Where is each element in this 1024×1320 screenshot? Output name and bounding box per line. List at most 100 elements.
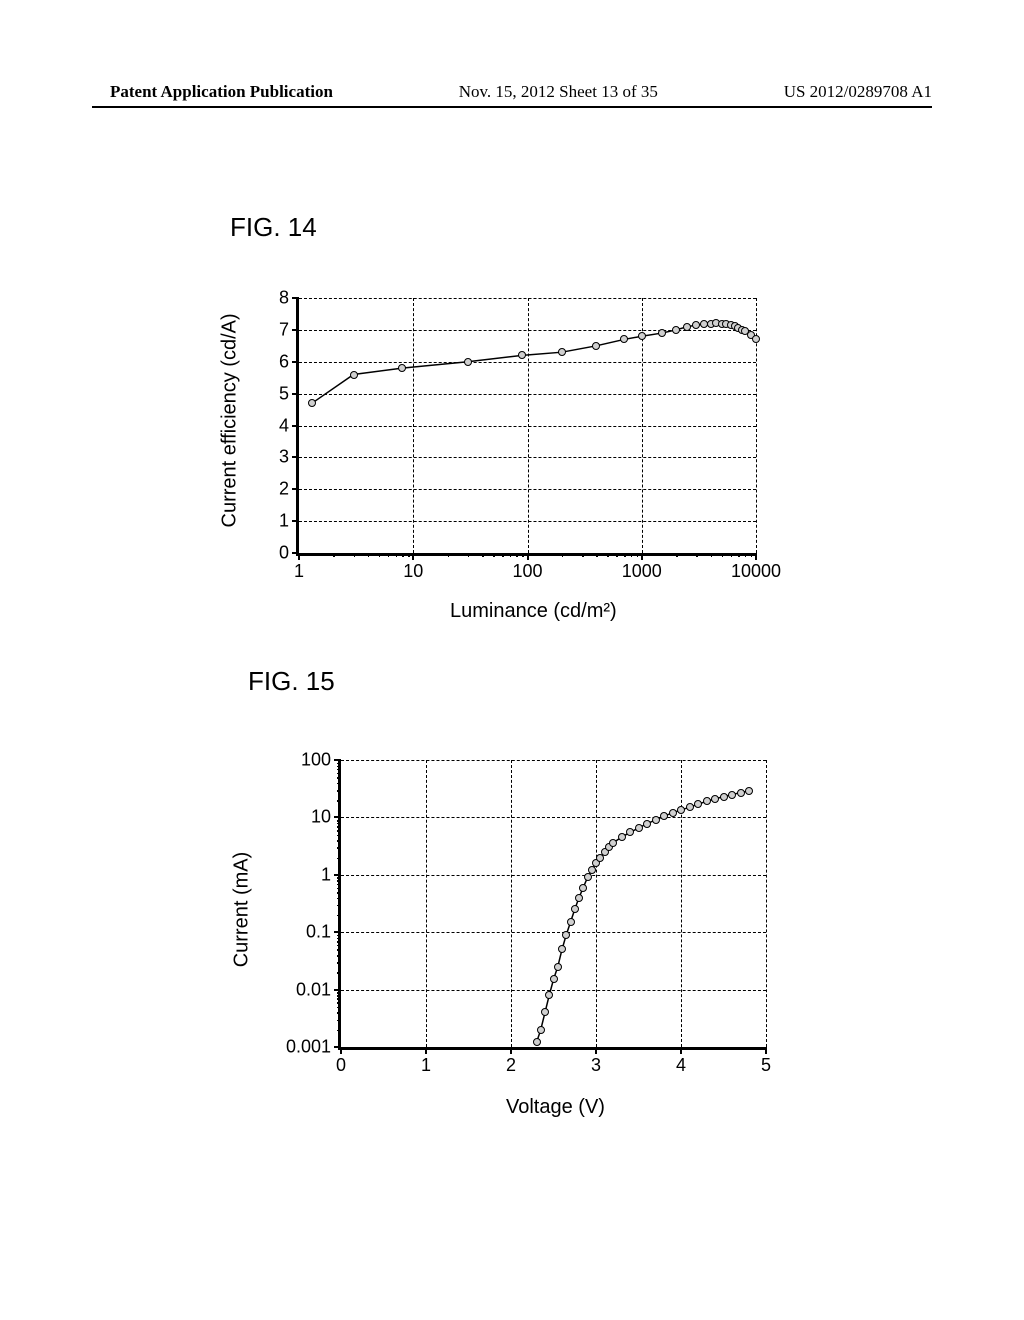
gridline-h [341,875,766,876]
ytick-label: 0 [279,543,289,564]
chart14-xlabel: Luminance (cd/m²) [450,600,617,623]
xtick-mark [527,553,529,560]
data-marker [652,816,660,824]
ytick-label: 4 [279,415,289,436]
ytick-minor [337,1020,341,1022]
data-marker [592,342,600,350]
gridline-h [341,932,766,933]
xtick-mark [641,553,643,560]
data-marker [609,839,617,847]
data-marker [683,323,691,331]
ytick-minor [337,949,341,951]
chart14-plot-area: 012345678110100100010000 [296,298,756,556]
xtick-label: 1 [294,561,304,582]
gridline-v [426,760,427,1047]
data-marker [571,905,579,913]
data-marker [686,803,694,811]
ytick-minor [337,941,341,943]
ytick-mark [334,759,341,761]
chart14-ylabel: Current efficiency (cd/A) [219,328,242,528]
xtick-minor [676,553,678,557]
data-marker [541,1008,549,1016]
xtick-label: 5 [761,1055,771,1076]
xtick-minor [562,553,564,557]
xtick-minor [396,553,398,557]
ytick-minor [337,1002,341,1004]
ytick-minor [337,992,341,994]
data-marker [635,824,643,832]
ytick-minor [337,769,341,771]
xtick-minor [751,553,753,557]
data-marker [579,884,587,892]
figure-14-label: FIG. 14 [230,212,317,243]
xtick-minor [408,553,410,557]
data-marker [638,332,646,340]
ytick-minor [337,1012,341,1014]
gridline-v [766,760,767,1047]
data-marker [554,963,562,971]
xtick-label: 10 [403,561,423,582]
data-marker [752,335,760,343]
ytick-minor [337,777,341,779]
data-marker [658,329,666,337]
xtick-minor [379,553,381,557]
ytick-label: 6 [279,351,289,372]
ytick-minor [337,962,341,964]
ytick-minor [337,880,341,882]
ytick-minor [337,1007,341,1009]
ytick-minor [337,892,341,894]
ytick-minor [337,826,341,828]
ytick-mark [292,488,299,490]
ytick-minor [337,998,341,1000]
ytick-mark [292,393,299,395]
ytick-minor [337,888,341,890]
gridline-v [413,298,414,553]
xtick-label: 0 [336,1055,346,1076]
xtick-minor [596,553,598,557]
gridline-h [341,990,766,991]
xtick-mark [425,1047,427,1054]
data-marker [720,793,728,801]
ytick-mark [292,361,299,363]
data-marker [398,364,406,372]
ytick-minor [337,840,341,842]
ytick-minor [337,915,341,917]
xtick-minor [711,553,713,557]
xtick-minor [493,553,495,557]
xtick-minor [738,553,740,557]
data-marker [694,800,702,808]
data-marker [672,326,680,334]
xtick-mark [412,553,414,560]
ytick-minor [337,945,341,947]
figure-15-chart: Current (mA) 0.0010.010.1110100012345 Vo… [210,750,810,1150]
ytick-label: 8 [279,288,289,309]
ytick-mark [292,456,299,458]
xtick-minor [402,553,404,557]
ytick-label: 5 [279,383,289,404]
xtick-minor [582,553,584,557]
data-marker [558,945,566,953]
ytick-minor [337,847,341,849]
xtick-mark [510,1047,512,1054]
xtick-minor [468,553,470,557]
gridline-h [341,760,766,761]
data-marker [567,918,575,926]
xtick-minor [502,553,504,557]
xtick-minor [510,553,512,557]
chart15-plot-area: 0.0010.010.1110100012345 [338,760,766,1050]
xtick-minor [637,553,639,557]
ytick-mark [292,520,299,522]
ytick-minor [337,938,341,940]
ytick-label: 3 [279,447,289,468]
header-left: Patent Application Publication [110,82,333,102]
gridline-v [596,760,597,1047]
xtick-minor [482,553,484,557]
xtick-mark [298,553,300,560]
ytick-minor [337,830,341,832]
ytick-label: 0.1 [306,922,331,943]
xtick-mark [755,553,757,560]
data-marker [533,1038,541,1046]
figure-14-chart: Current efficiency (cd/A) 01234567811010… [210,288,810,648]
xtick-minor [333,553,335,557]
header-right: US 2012/0289708 A1 [784,82,932,102]
